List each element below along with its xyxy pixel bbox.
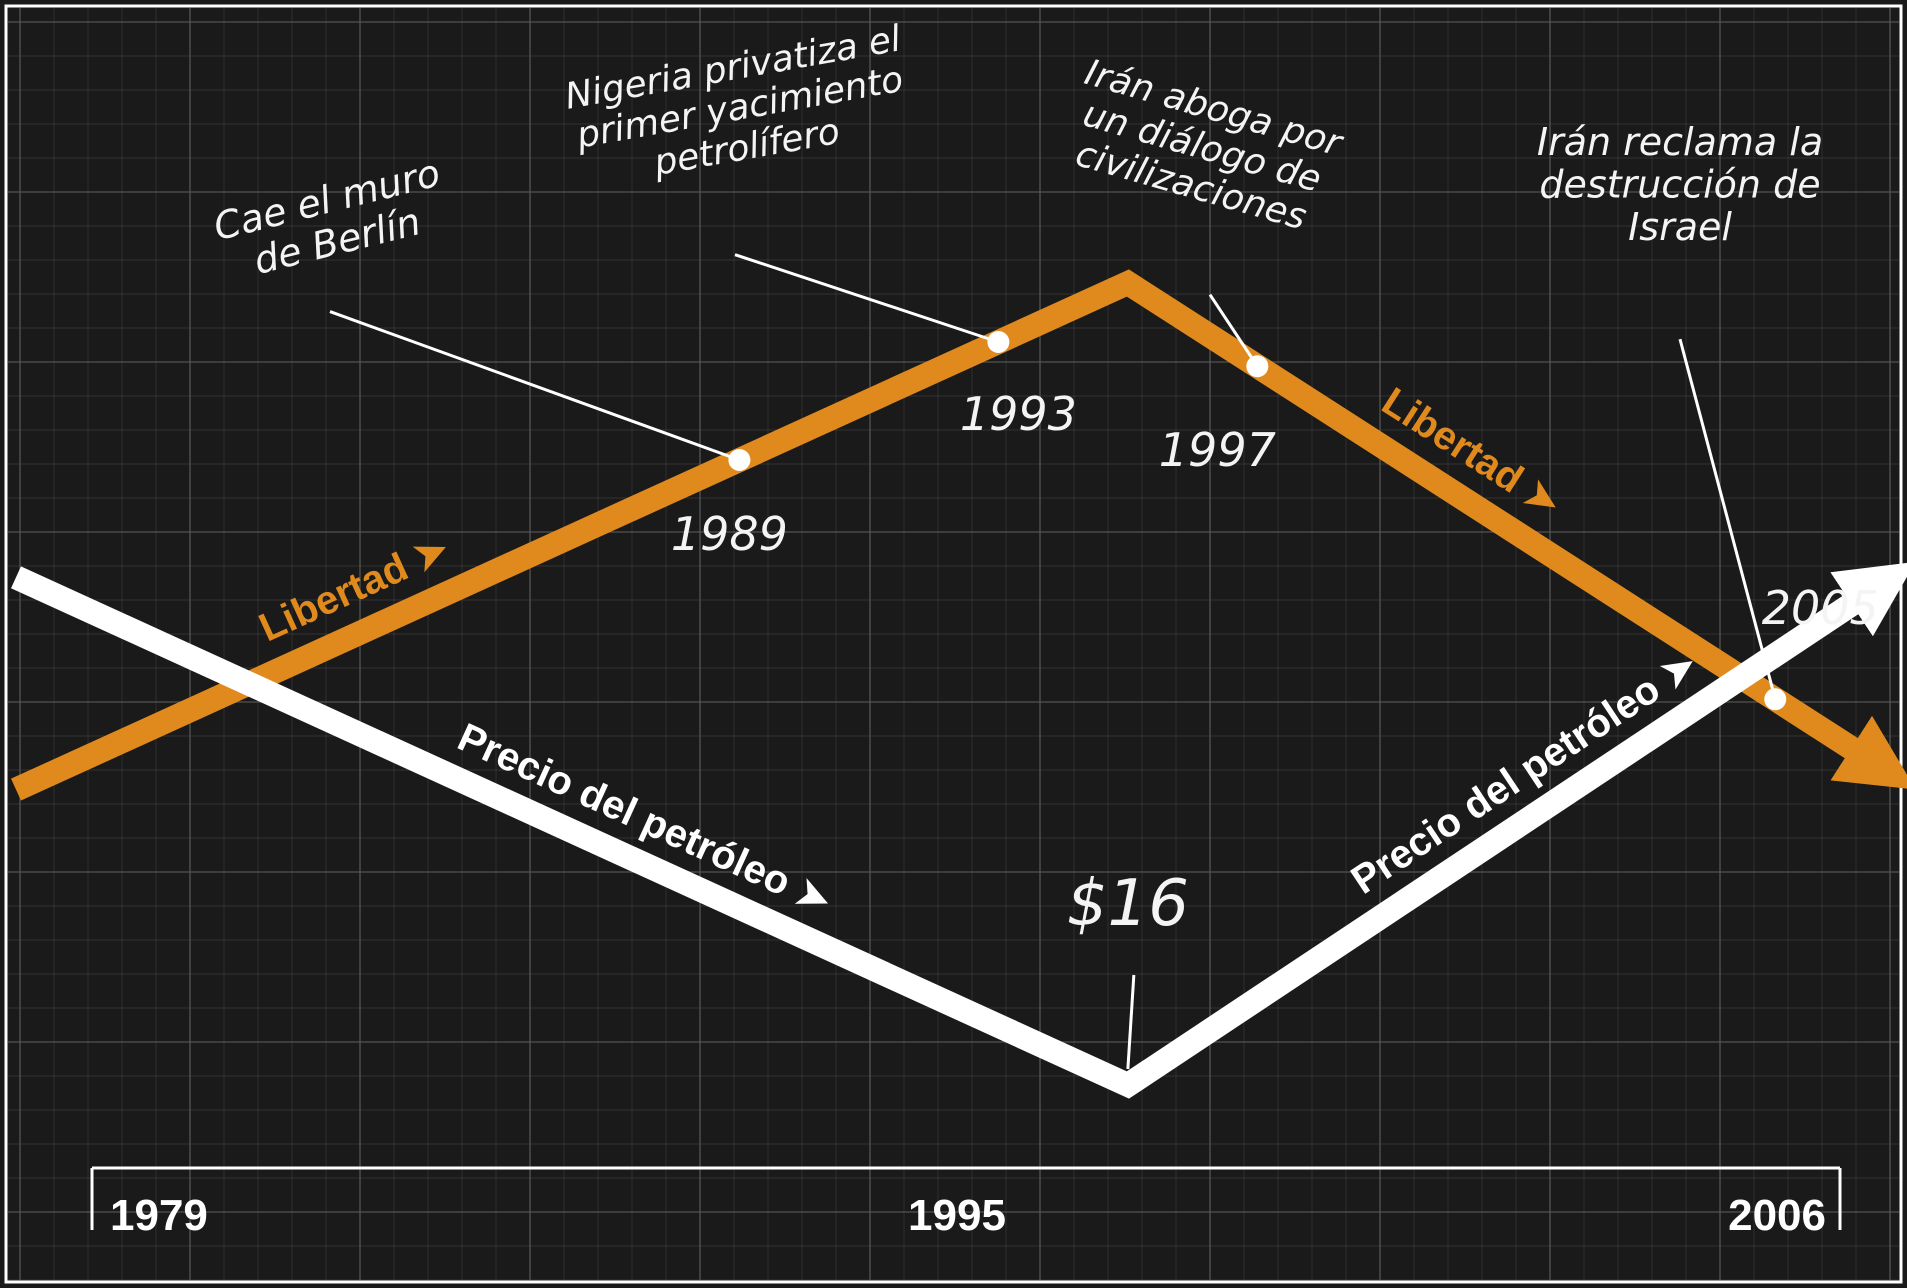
annotation-leader <box>1208 293 1259 368</box>
annotation-leader <box>1678 338 1777 700</box>
annotation-dot <box>1764 688 1787 711</box>
annotation-text: Irán reclama la destrucción de Israel <box>1537 120 1823 249</box>
annotation-text-line: Irán reclama la <box>1537 120 1823 164</box>
chart-frame <box>4 4 1903 1284</box>
annotation-dot <box>987 331 1010 353</box>
price-annotation-label: $16 <box>1067 867 1189 941</box>
annotation-2005: Irán reclama la destrucción de Israel 2005 <box>1537 120 1879 711</box>
x-tick-label-1995: 1995 <box>908 1191 1006 1240</box>
annotation-dot <box>728 449 751 471</box>
annotation-year-1997: 1997 <box>1159 423 1276 477</box>
annotation-leader <box>734 253 999 344</box>
annotation-year-2005: 2005 <box>1762 581 1879 635</box>
annotation-year-1989: 1989 <box>671 507 788 561</box>
x-tick-label-2006: 2006 <box>1728 1191 1826 1240</box>
annotation-dot <box>1246 355 1269 378</box>
x-axis: 1979 1995 2006 <box>90 1166 1842 1240</box>
x-tick-label-1979: 1979 <box>110 1191 208 1240</box>
price-annotation-leader <box>1126 974 1136 1070</box>
series-line-precio <box>11 561 1907 1099</box>
annotation-text-line: destrucción de <box>1539 162 1820 206</box>
annotation-year-1993: 1993 <box>960 387 1077 441</box>
annotation-leader <box>329 310 740 462</box>
price-annotation: $16 <box>1067 867 1189 1070</box>
series-line-libertad <box>11 269 1907 801</box>
annotation-text-line: Israel <box>1628 205 1732 249</box>
